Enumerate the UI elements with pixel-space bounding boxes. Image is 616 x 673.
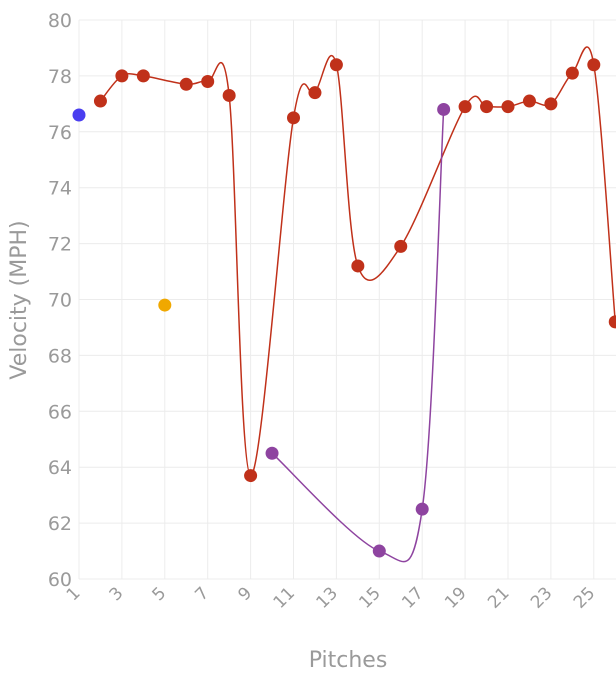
x-tick-label: 9 — [234, 583, 256, 605]
data-point — [115, 69, 129, 83]
series-lines — [99, 46, 616, 563]
x-tick-label: 19 — [441, 583, 470, 612]
data-point — [351, 259, 365, 273]
data-point — [201, 74, 215, 88]
data-point — [415, 502, 429, 516]
data-point — [501, 100, 515, 114]
x-tick-label: 3 — [106, 583, 128, 605]
data-point — [565, 66, 579, 80]
data-point — [222, 88, 236, 102]
data-point — [329, 58, 343, 72]
y-axis-ticks: 60 62 64 66 68 70 72 74 76 78 80 — [48, 10, 72, 591]
data-point — [522, 94, 536, 108]
grid — [78, 19, 616, 580]
data-point — [287, 111, 300, 125]
x-tick-label: 25 — [570, 583, 599, 612]
data-point — [544, 97, 558, 111]
data-point — [136, 69, 150, 83]
y-tick-label: 60 — [48, 569, 72, 591]
x-tick-label: 23 — [527, 583, 556, 612]
data-point — [244, 469, 258, 483]
data-point — [93, 94, 107, 108]
data-point — [372, 544, 386, 558]
x-tick-label: 21 — [484, 583, 513, 612]
data-point — [158, 298, 172, 312]
x-tick-label: 5 — [149, 583, 171, 605]
y-tick-label: 72 — [48, 234, 72, 256]
y-tick-label: 68 — [48, 345, 72, 367]
x-tick-label: 11 — [270, 583, 299, 612]
x-tick-label: 1 — [63, 583, 85, 605]
y-tick-label: 64 — [48, 457, 72, 479]
data-point — [587, 58, 601, 72]
x-tick-label: 17 — [398, 583, 427, 612]
x-tick-label: 15 — [355, 583, 384, 612]
data-point — [608, 315, 616, 329]
x-tick-label: 7 — [191, 583, 213, 605]
data-point — [480, 100, 494, 114]
series-line — [271, 109, 445, 563]
data-point — [179, 77, 193, 91]
y-tick-label: 66 — [48, 401, 72, 423]
y-tick-label: 80 — [48, 10, 72, 32]
y-tick-label: 62 — [48, 513, 72, 535]
data-point — [458, 100, 472, 114]
data-point — [308, 86, 322, 100]
data-point — [394, 239, 408, 253]
x-axis-title: Pitches — [309, 648, 388, 673]
series-points — [72, 58, 616, 558]
y-tick-label: 76 — [48, 122, 72, 144]
y-axis-title: Velocity (MPH) — [7, 220, 32, 379]
y-tick-label: 70 — [48, 290, 72, 312]
y-tick-label: 78 — [48, 66, 72, 88]
x-tick-label: 13 — [312, 583, 341, 612]
data-point — [265, 446, 279, 460]
data-point — [72, 108, 86, 122]
x-axis-ticks: 1 3 5 7 9 11 13 15 17 19 21 23 25 — [63, 583, 600, 612]
y-tick-label: 74 — [48, 178, 72, 200]
data-point — [437, 102, 451, 116]
